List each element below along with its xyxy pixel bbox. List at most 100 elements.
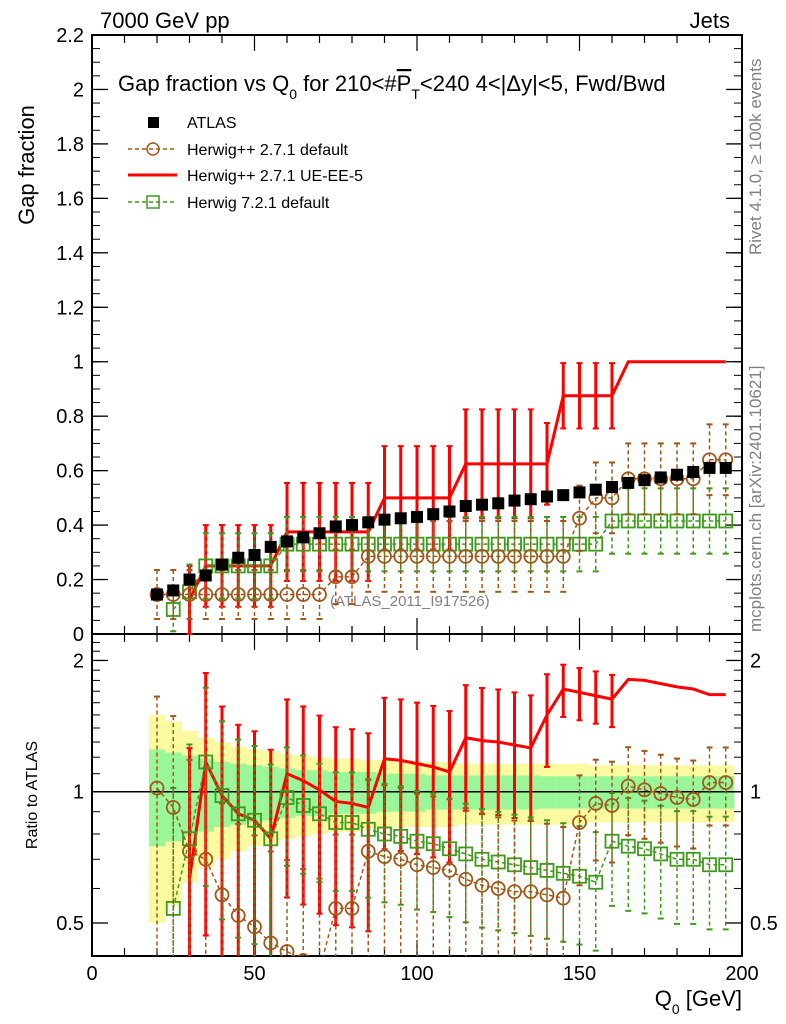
data-point-circle — [653, 786, 669, 802]
data-point-circle — [295, 587, 311, 602]
data-point-square — [362, 516, 375, 529]
data-point-circle — [669, 790, 685, 805]
data-point-square-open — [588, 536, 604, 552]
data-point-circle — [344, 901, 360, 916]
data-point-square — [638, 474, 651, 487]
data-point-square-open — [620, 838, 636, 854]
data-point-square — [248, 549, 261, 562]
data-point-square-open — [279, 790, 295, 805]
y-tick-label: 0.6 — [56, 461, 84, 483]
data-point-circle — [442, 863, 457, 878]
data-point-square-open — [523, 860, 539, 875]
series-line — [188, 360, 726, 601]
data-point-square-open — [637, 841, 652, 857]
data-point-square-open — [312, 806, 327, 822]
ratio-y-tick-label: 2 — [73, 650, 84, 672]
header-right: Jets — [690, 8, 730, 33]
data-point-square-open — [653, 846, 669, 862]
data-point-circle — [149, 587, 165, 602]
side-text-mcplots: mcplots.cern.ch [arXiv:2401.10621] — [746, 366, 765, 632]
data-point-square — [329, 520, 342, 533]
main-series — [149, 360, 734, 635]
data-point-circle — [474, 549, 490, 564]
data-point-square — [541, 490, 553, 503]
data-point-circle — [198, 587, 214, 602]
data-point-circle — [279, 587, 295, 602]
legend-label: Herwig++ 2.7.1 UE-EE-5 — [187, 168, 363, 185]
data-point-circle — [297, 953, 310, 956]
y-tick-label: 0 — [73, 624, 84, 646]
legend-entry-herwig7-default: Herwig 7.2.1 default — [128, 195, 330, 212]
data-point-square-open — [295, 798, 311, 813]
data-point-circle — [230, 908, 246, 923]
data-point-circle — [685, 792, 701, 807]
data-point-square-open — [247, 812, 262, 828]
data-point-square-open — [588, 874, 604, 890]
data-point-circle — [393, 549, 409, 564]
data-point-square — [183, 573, 196, 586]
y-tick-label: 1.2 — [56, 297, 84, 319]
data-point-circle — [539, 549, 555, 564]
data-point-square-open — [344, 815, 360, 830]
data-point-square-open — [702, 513, 717, 529]
x-tick-label: 150 — [563, 963, 596, 985]
data-point-circle — [247, 919, 262, 935]
data-point-circle — [523, 549, 539, 564]
data-point-square-open — [718, 857, 734, 873]
x-tick-label: 100 — [400, 963, 433, 985]
ratio-y-tick-label-right: 1 — [750, 782, 761, 804]
data-point-square — [264, 540, 277, 553]
legend-entry-herwigpp-ue-ee-5: Herwig++ 2.7.1 UE-EE-5 — [128, 168, 363, 185]
data-point-circle — [214, 587, 230, 602]
data-point-square — [281, 535, 293, 548]
data-point-square-open — [685, 851, 701, 867]
data-point-circle — [620, 778, 636, 794]
ratio-y-tick-label: 0.5 — [56, 913, 84, 935]
data-point-square — [232, 551, 245, 564]
data-point-square — [459, 500, 472, 513]
y-tick-label: 1.6 — [56, 188, 84, 210]
data-point-circle — [328, 569, 344, 585]
y-tick-label: 2.2 — [56, 25, 84, 47]
data-point-square — [394, 512, 407, 525]
x-axis-label: Q0 [GeV] — [655, 986, 742, 1017]
legend: ATLAS Herwig++ 2.7.1 default Herwig++ 2.… — [128, 115, 363, 212]
data-point-square — [654, 471, 667, 484]
data-point-square — [199, 569, 212, 582]
ratio-series — [149, 663, 734, 956]
legend-label: ATLAS — [187, 115, 237, 132]
data-point-circle — [507, 884, 522, 900]
data-point-square — [671, 468, 683, 481]
data-point-circle — [393, 851, 409, 867]
main-title: Gap fraction vs Q0 for 210<#PT<240 4<|Δy… — [118, 71, 666, 102]
data-point-square — [589, 483, 602, 496]
data-point-circle — [328, 901, 344, 916]
data-point-square — [427, 508, 440, 521]
y-tick-label: 1.8 — [56, 134, 84, 156]
header-left: 7000 GeV pp — [100, 8, 230, 33]
data-point-square-open — [409, 833, 425, 849]
data-point-circle — [490, 549, 506, 564]
legend-marker-square-open — [146, 195, 160, 209]
data-point-circle — [409, 549, 425, 564]
data-point-square — [411, 510, 423, 523]
data-point-circle — [718, 775, 734, 790]
data-point-square-open — [328, 815, 344, 830]
data-point-circle — [572, 510, 587, 526]
main-y-axis-label: Gap fraction — [14, 105, 39, 225]
series-line — [188, 677, 726, 880]
data-point-circle — [604, 798, 620, 813]
x-tick-label: 50 — [243, 963, 265, 985]
data-point-circle — [572, 815, 587, 830]
data-point-circle — [263, 935, 279, 951]
data-point-square-open — [230, 806, 246, 822]
legend-label: Herwig++ 2.7.1 default — [187, 142, 349, 159]
data-point-circle — [539, 887, 555, 903]
data-point-square — [378, 513, 391, 526]
legend-marker-square — [148, 117, 159, 128]
data-point-square — [297, 531, 310, 544]
data-point-circle — [702, 775, 717, 790]
data-point-circle — [425, 549, 441, 564]
ratio-y-axis-label: Ratio to ATLAS — [24, 741, 41, 849]
